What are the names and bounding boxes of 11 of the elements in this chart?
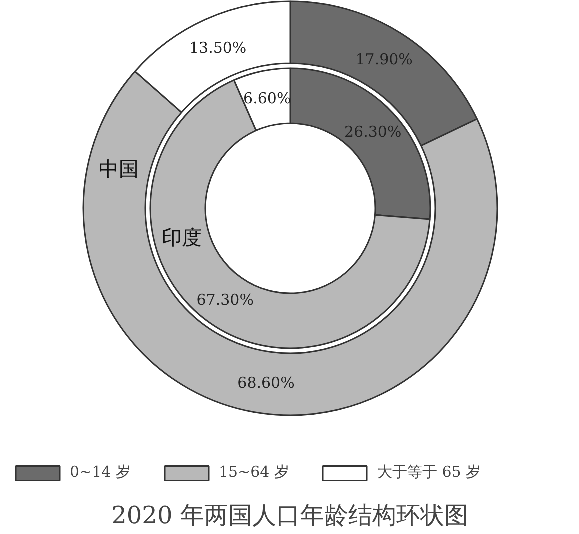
data-label: 13.50% [189, 39, 247, 58]
data-label: 17.90% [356, 50, 413, 69]
slice-label: 印度 [162, 226, 202, 250]
slice-label: 中国 [99, 156, 140, 181]
text: 2020 年两国人口年龄结构环状图 [112, 502, 468, 530]
data-label: 68.60% [238, 374, 295, 392]
data-label: 67.30% [196, 291, 254, 310]
legend-label: 15~64 岁 [218, 463, 290, 482]
legend-label: 0~14 岁 [70, 463, 131, 482]
data-label: 26.30% [344, 123, 402, 142]
legend-label: 大于等于 65 岁 [377, 463, 482, 482]
